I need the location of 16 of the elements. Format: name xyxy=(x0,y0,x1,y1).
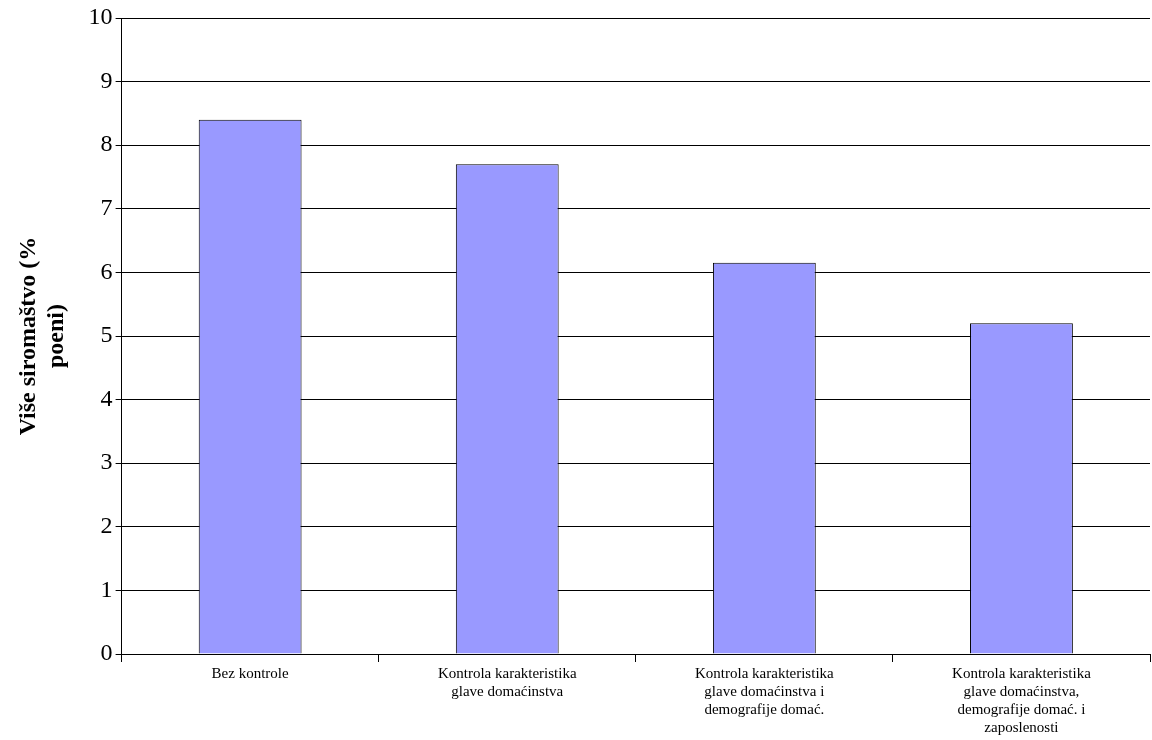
y-tick-label: 2 xyxy=(100,512,113,539)
x-tick-label: Kontrola karakteristika glave domaćinstva xyxy=(437,664,577,699)
y-tick-label: 4 xyxy=(100,384,113,411)
y-tick-label: 0 xyxy=(100,639,113,666)
x-tick-label: Bez kontrole xyxy=(211,664,290,681)
x-tick-label: Kontrola karakteristika glave domaćinstva i demografije domać. xyxy=(695,664,835,717)
y-tick-label: 5 xyxy=(100,321,113,348)
y-tick-label: 1 xyxy=(100,575,113,602)
y-axis-title: Više siromaštvo (% poeni) xyxy=(13,236,69,436)
y-tick-label: 8 xyxy=(100,130,113,157)
y-tick-label: 6 xyxy=(100,257,113,284)
x-tick-label: Kontrola karakteristika glave domaćinstva, demografije domać. i zaposlenosti xyxy=(952,664,1092,735)
y-tick-label: 3 xyxy=(100,448,113,475)
y-tick-label: 7 xyxy=(100,194,113,221)
y-tick-label: 9 xyxy=(100,66,113,93)
y-tick-label: 10 xyxy=(88,3,113,30)
